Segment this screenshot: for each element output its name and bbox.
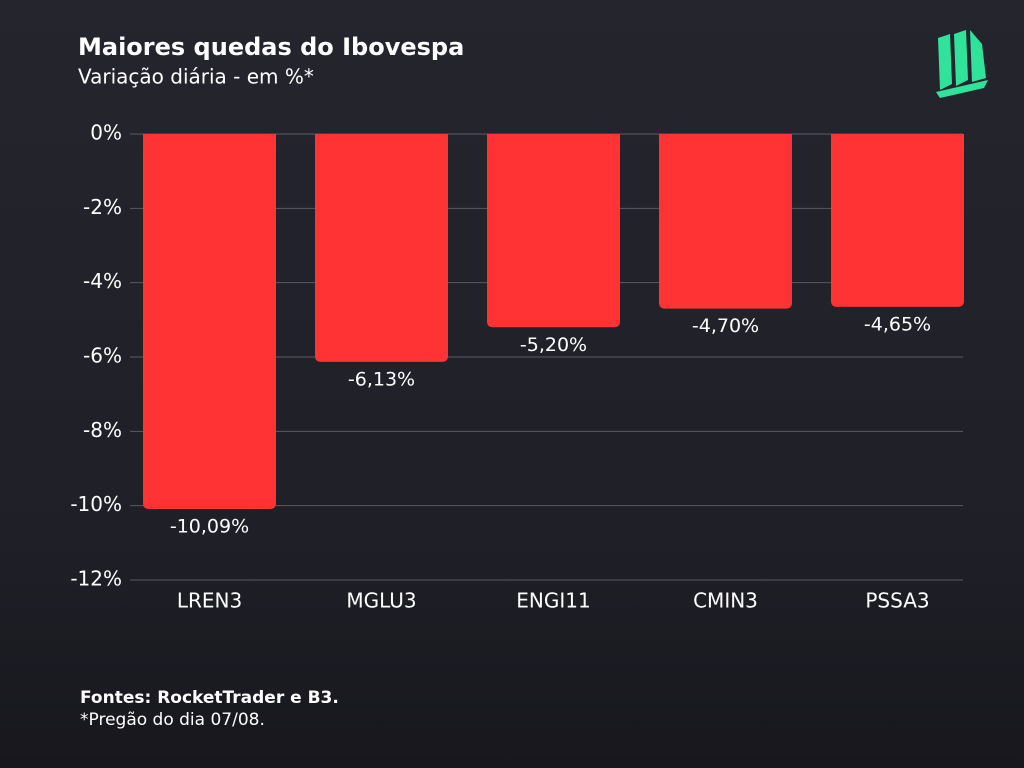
chart-subtitle: Variação diária - em %*: [78, 65, 314, 89]
chart-title: Maiores quedas do Ibovespa: [78, 33, 464, 61]
x-tick-label: LREN3: [177, 589, 242, 613]
logo: [936, 30, 988, 98]
value-label: -5,20%: [520, 334, 587, 356]
x-tick-label: MGLU3: [346, 589, 416, 613]
y-tick-label: -2%: [83, 195, 122, 219]
x-tick-label: CMIN3: [693, 589, 758, 613]
x-tick-label: PSSA3: [865, 589, 929, 613]
y-tick-label: -8%: [83, 418, 122, 442]
bar: [487, 134, 620, 328]
y-tick-label: -12%: [70, 567, 122, 591]
note: *Pregão do dia 07/08.: [80, 710, 265, 730]
y-tick-label: -4%: [83, 269, 122, 293]
bar: [143, 134, 276, 510]
y-tick-label: 0%: [90, 121, 122, 145]
y-tick-label: -6%: [83, 344, 122, 368]
source: Fontes: RocketTrader e B3.: [80, 688, 339, 708]
bar: [831, 134, 964, 307]
y-tick-label: -10%: [70, 492, 122, 516]
value-label: -6,13%: [348, 368, 415, 390]
x-tick-label: ENGI11: [516, 589, 590, 613]
bar: [659, 134, 792, 309]
bar: [315, 134, 448, 362]
value-label: -10,09%: [170, 516, 249, 538]
value-label: -4,70%: [692, 315, 759, 337]
value-label: -4,65%: [864, 313, 931, 335]
